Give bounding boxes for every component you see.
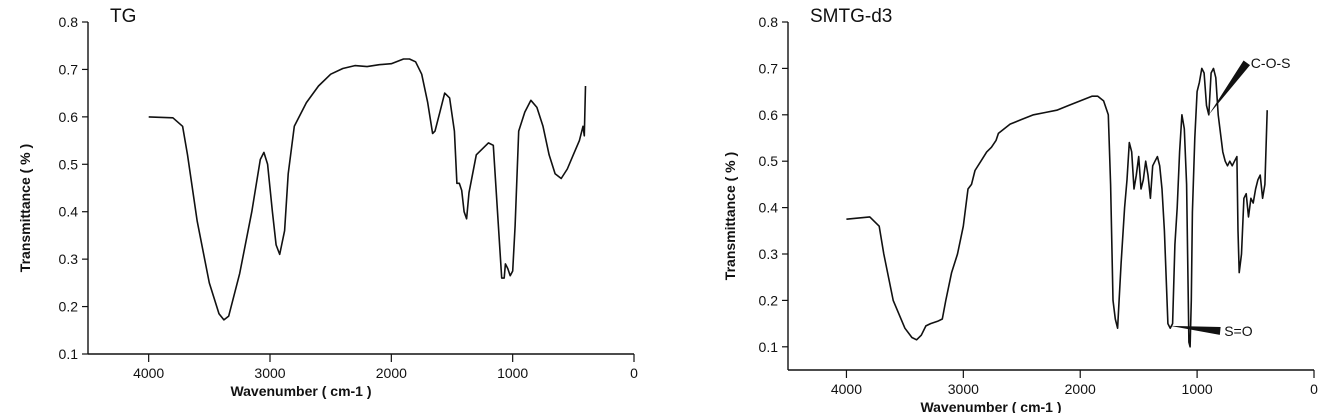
x-tick-label: 3000 (254, 365, 285, 381)
y-tick-label: 0.4 (759, 200, 779, 216)
y-tick-label: 0.7 (759, 60, 779, 76)
x-tick-label: 4000 (831, 381, 862, 397)
chart-smtg-d3: 0.1 0.2 0.3 0.4 0.5 0.6 0.7 0.8 4000 3000 2000 1000… (722, 6, 1318, 413)
y-tick-label: 0.5 (759, 153, 779, 169)
chart-title: TG (110, 6, 136, 27)
y-tick-label: 0.8 (759, 14, 779, 30)
y-axis-label: Transmittance ( % ) (17, 144, 33, 272)
y-tick-label: 0.3 (759, 246, 779, 262)
x-tick-label: 2000 (1065, 381, 1096, 397)
annotation-label: S=O (1224, 323, 1253, 339)
annotation-pointer (1170, 325, 1221, 335)
spectrum-line (846, 67, 1268, 348)
y-tick-label: 0.2 (759, 292, 779, 308)
annotation-label: C-O-S (1251, 55, 1291, 71)
x-tick-label: 2000 (376, 365, 407, 381)
chart-tg: 0.1 0.2 0.3 0.4 0.5 0.6 0.7 0.8 4000 3000 2000 1000… (17, 6, 638, 399)
x-tick-label: 3000 (948, 381, 979, 397)
spectrum-line (148, 58, 587, 321)
x-tick-label: 0 (1310, 381, 1318, 397)
x-tick-label: 1000 (497, 365, 528, 381)
y-tick-label: 0.6 (759, 107, 779, 123)
y-tick-label: 0.1 (59, 346, 79, 362)
y-tick-label: 0.4 (59, 204, 79, 220)
chart-title: SMTG-d3 (810, 6, 892, 27)
annotation-pointer (1208, 60, 1251, 115)
y-tick-label: 0.3 (59, 251, 79, 267)
y-tick-label: 0.1 (759, 339, 779, 355)
y-tick-label: 0.6 (59, 109, 79, 125)
y-tick-label: 0.5 (59, 156, 79, 172)
y-tick-label: 0.2 (59, 299, 79, 315)
x-tick-label: 4000 (133, 365, 164, 381)
x-axis-label: Wavenumber ( cm-1 ) (920, 399, 1061, 413)
y-tick-label: 0.8 (59, 14, 79, 30)
x-tick-label: 1000 (1182, 381, 1213, 397)
y-axis-label: Transmittance ( % ) (722, 152, 738, 280)
x-tick-label: 0 (630, 365, 638, 381)
y-tick-label: 0.7 (59, 61, 79, 77)
x-axis-label: Wavenumber ( cm-1 ) (230, 383, 371, 399)
